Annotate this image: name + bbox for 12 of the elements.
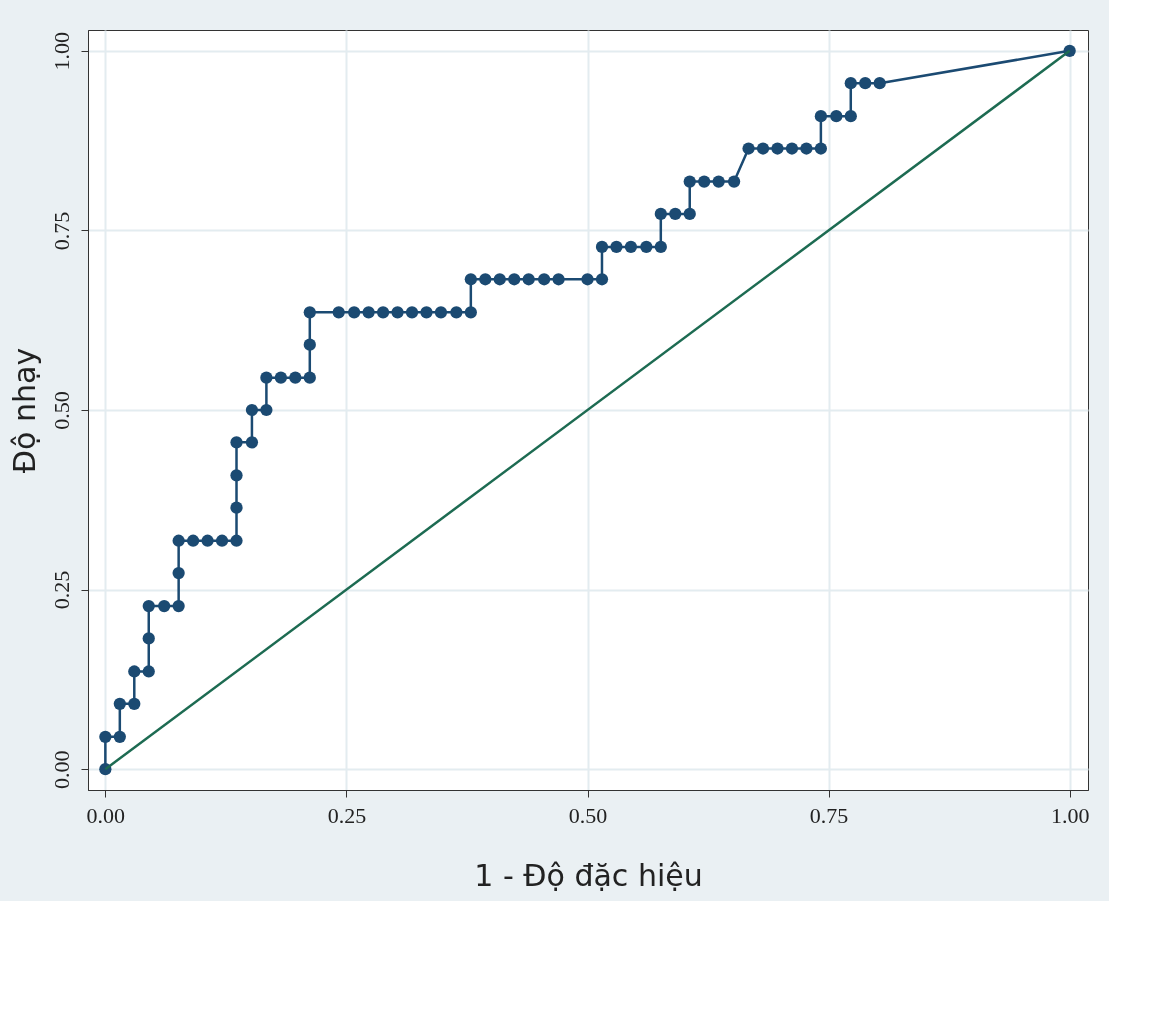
x-tick-label: 0.25 [327,802,367,828]
x-axis-title: 1 - Độ đặc hiệu [474,857,703,893]
x-tick-label: 1.00 [1050,802,1090,828]
y-axis-title: Độ nhạy [6,347,42,474]
x-tick-label: 0.50 [568,802,608,828]
x-tick-label: 0.75 [809,802,849,828]
x-tick-label: 0.00 [86,802,126,828]
y-tick-label: 0.00 [48,750,74,789]
y-tick-label: 0.75 [48,211,74,251]
y-tick-label: 0.25 [48,570,74,610]
y-tick-label: 0.50 [48,391,74,430]
y-tick-label: 1.00 [48,32,74,71]
